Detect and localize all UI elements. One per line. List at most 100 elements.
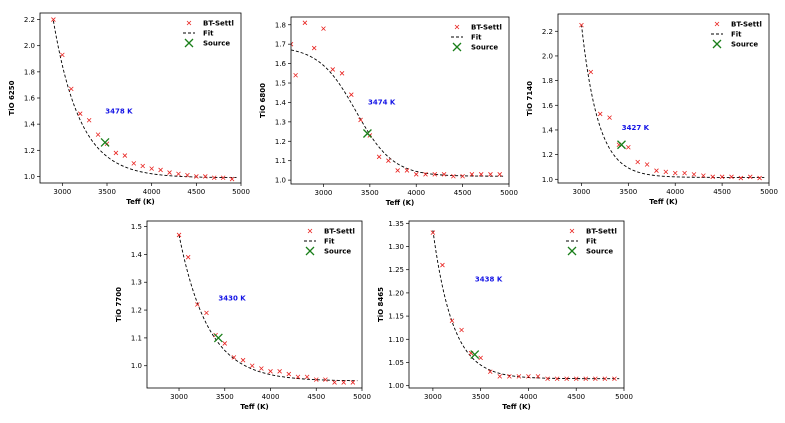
model-point bbox=[349, 92, 354, 97]
model-point bbox=[51, 17, 56, 22]
y-tick-label: 1.4 bbox=[542, 126, 554, 134]
model-point bbox=[497, 172, 503, 177]
axes-frame bbox=[290, 16, 510, 185]
teff-annotation: 3430 K bbox=[218, 294, 246, 302]
legend: BT-Settl Fit Source bbox=[183, 20, 234, 48]
y-tick-label: 1.1 bbox=[275, 157, 286, 165]
y-tick-label: 1.2 bbox=[131, 307, 142, 315]
model-point bbox=[440, 262, 445, 268]
y-axis-label: TiO 8465 bbox=[377, 287, 385, 322]
y-tick-label: 1.8 bbox=[275, 21, 286, 29]
model-point bbox=[507, 374, 512, 379]
y-tick-label: 1.2 bbox=[542, 151, 553, 159]
model-point bbox=[460, 173, 465, 179]
x-tick-label: 4500 bbox=[713, 188, 731, 196]
model-point bbox=[277, 369, 282, 374]
model-point bbox=[432, 172, 438, 177]
y-tick-label: 1.4 bbox=[275, 99, 287, 107]
model-point bbox=[612, 376, 617, 382]
model-point bbox=[332, 380, 337, 385]
x-tick-label: 3500 bbox=[361, 189, 379, 197]
model-point bbox=[211, 175, 217, 181]
x-tick-label: 3000 bbox=[424, 393, 442, 401]
x-tick-label: 3000 bbox=[315, 189, 333, 197]
model-point bbox=[313, 377, 319, 382]
model-point bbox=[488, 172, 493, 177]
model-point bbox=[535, 374, 541, 379]
model-point bbox=[478, 355, 483, 361]
y-tick-label: 1.7 bbox=[275, 41, 286, 49]
legend-model-label: BT-Settl bbox=[586, 228, 617, 236]
x-axis-label: Teff (K) bbox=[502, 403, 531, 411]
model-point bbox=[579, 22, 584, 28]
legend: BT-Settl Fit Source bbox=[451, 24, 502, 52]
fit-curve bbox=[580, 24, 765, 178]
y-tick-label: 1.0 bbox=[542, 176, 553, 184]
legend-source-label: Source bbox=[324, 248, 351, 256]
tio-7700-chart: 3430 K 3000 3500 4000 4500 5000 1.0 1.1 1.2 1.3 1.… bbox=[115, 220, 371, 411]
x-axis-label: Teff (K) bbox=[649, 198, 678, 206]
model-point bbox=[441, 172, 447, 177]
model-point bbox=[691, 172, 697, 177]
legend-source-marker bbox=[184, 38, 194, 48]
model-point bbox=[259, 366, 264, 371]
axes-frame bbox=[408, 220, 625, 389]
model-point bbox=[583, 376, 589, 382]
model-point bbox=[602, 376, 608, 382]
model-point bbox=[738, 175, 744, 181]
x-tick-label: 5000 bbox=[760, 188, 778, 196]
model-point bbox=[430, 230, 436, 235]
x-tick-label: 5000 bbox=[232, 188, 250, 196]
axes-frame bbox=[146, 220, 363, 389]
x-axis-label: Teff (K) bbox=[240, 403, 269, 411]
x-tick-label: 4500 bbox=[454, 189, 472, 197]
model-point bbox=[747, 174, 753, 180]
model-point bbox=[545, 376, 550, 382]
legend-source-label: Source bbox=[203, 40, 230, 48]
x-axis-label: Teff (K) bbox=[386, 199, 415, 207]
teff-annotation: 3474 K bbox=[368, 98, 396, 106]
model-point bbox=[682, 170, 687, 176]
model-point bbox=[469, 172, 475, 177]
model-point bbox=[729, 174, 734, 180]
x-tick-label: 5000 bbox=[353, 393, 371, 401]
legend-source-label: Source bbox=[586, 248, 613, 256]
legend-fit-label: Fit bbox=[324, 238, 335, 246]
model-point bbox=[487, 369, 493, 375]
model-point bbox=[185, 254, 191, 260]
model-point bbox=[710, 174, 716, 180]
model-point bbox=[757, 175, 762, 181]
legend-model-label: BT-Settl bbox=[324, 228, 355, 236]
model-point bbox=[404, 168, 410, 173]
y-tick-label: 1.3 bbox=[275, 118, 286, 126]
y-tick-label: 1.2 bbox=[275, 138, 286, 146]
model-point bbox=[497, 374, 503, 379]
legend-model-label: BT-Settl bbox=[471, 24, 502, 32]
legend-model-label: BT-Settl bbox=[731, 21, 762, 29]
model-point bbox=[185, 172, 190, 178]
model-point bbox=[291, 41, 294, 47]
model-point bbox=[268, 369, 273, 374]
legend-model-marker bbox=[714, 21, 720, 27]
model-point bbox=[95, 132, 101, 137]
tio-7140-chart: 3427 K 3000 3500 4000 4500 5000 1.0 1.2 1.4 1.6 1.… bbox=[526, 13, 778, 206]
teff-annotation: 3438 K bbox=[475, 275, 503, 283]
x-tick-label: 4000 bbox=[262, 393, 280, 401]
model-point bbox=[220, 175, 226, 181]
y-axis-label: TiO 6800 bbox=[259, 83, 267, 118]
legend-source-marker bbox=[305, 246, 315, 256]
fit-curve bbox=[178, 234, 358, 382]
legend-source-marker bbox=[567, 246, 577, 256]
model-point bbox=[158, 167, 163, 173]
y-tick-label: 1.1 bbox=[131, 334, 142, 342]
source-marker bbox=[213, 333, 223, 343]
model-point bbox=[176, 232, 182, 238]
model-point bbox=[140, 163, 146, 169]
model-point bbox=[240, 357, 246, 363]
y-tick-label: 1.3 bbox=[131, 279, 142, 287]
source-marker bbox=[100, 138, 110, 147]
y-tick-label: 1.0 bbox=[24, 173, 35, 181]
model-point bbox=[588, 69, 594, 75]
model-point bbox=[654, 168, 659, 173]
legend: BT-Settl Fit Source bbox=[304, 228, 355, 256]
